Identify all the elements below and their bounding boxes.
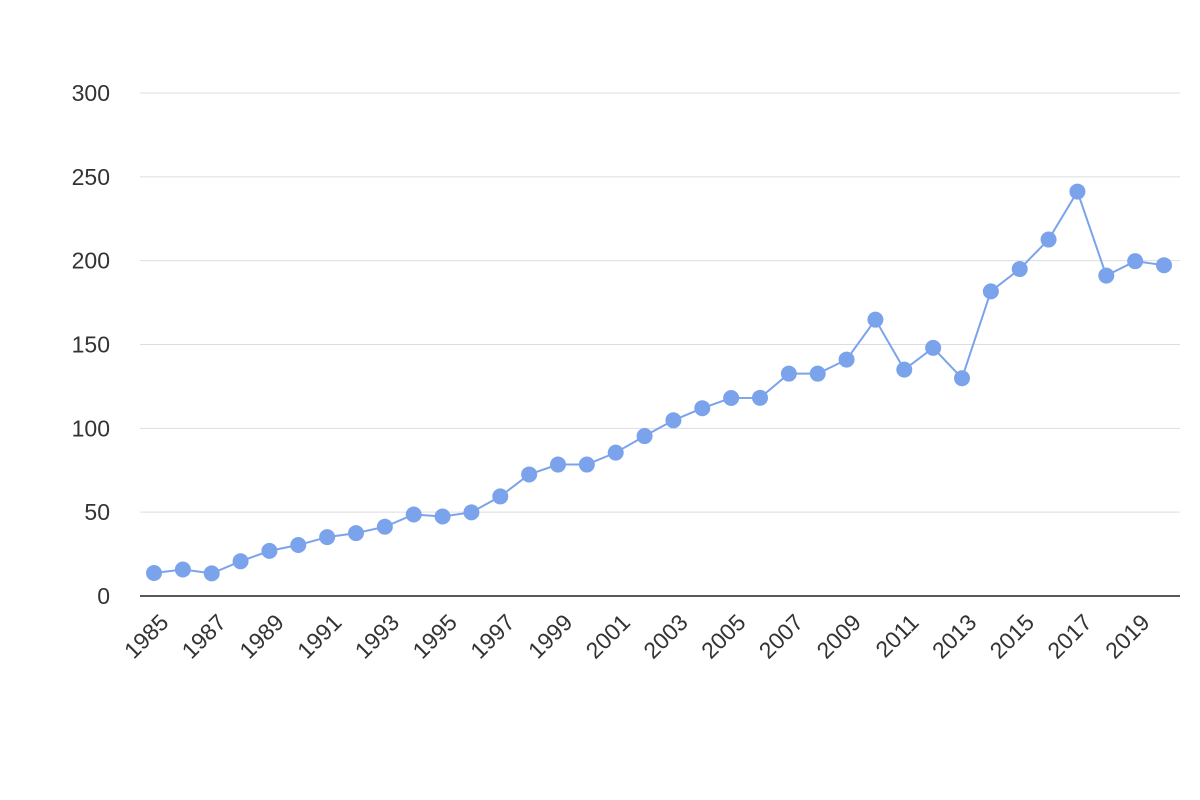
x-tick-label: 2001: [581, 609, 636, 664]
data-point: [232, 553, 249, 570]
x-tick-label: 1993: [350, 609, 405, 664]
data-point: [174, 561, 191, 578]
data-point: [521, 466, 538, 483]
data-point: [896, 361, 913, 378]
y-tick-label: 250: [72, 164, 110, 190]
x-tick-label: 2003: [638, 609, 693, 664]
data-point: [319, 529, 336, 546]
gridlines: [140, 92, 1180, 513]
data-point: [723, 389, 740, 406]
data-point: [1098, 267, 1115, 284]
x-tick-label: 2007: [754, 609, 809, 664]
data-point: [376, 518, 393, 535]
data-point: [982, 283, 999, 300]
data-point: [463, 504, 480, 521]
y-tick-label: 150: [72, 332, 110, 358]
x-axis-tick-labels: 1985 1987 1989 1991 1993 1995 1997 1999 2001 2003…: [119, 609, 1155, 664]
data-point: [405, 506, 422, 523]
x-tick-label: 2009: [811, 609, 866, 664]
x-tick-label: 1991: [292, 609, 347, 664]
y-tick-label: 200: [72, 248, 110, 274]
x-tick-label: 2017: [1042, 609, 1097, 664]
x-tick-label: 1985: [119, 609, 174, 664]
x-tick-label: 1997: [465, 609, 520, 664]
y-tick-label: 100: [72, 415, 110, 441]
data-point: [636, 428, 653, 445]
y-tick-label: 0: [97, 583, 110, 609]
data-point: [838, 351, 855, 368]
data-point: [954, 370, 970, 387]
data-point: [1040, 231, 1057, 248]
data-point: [492, 488, 509, 505]
x-tick-label: 1999: [523, 609, 578, 664]
data-point: [1011, 261, 1028, 278]
data-point: [925, 339, 942, 356]
data-point: [290, 537, 307, 554]
data-point: [694, 400, 711, 417]
data-point: [203, 565, 220, 582]
data-point: [809, 365, 826, 382]
series-line: [153, 189, 1165, 575]
data-point: [261, 542, 278, 559]
y-tick-label: 300: [72, 80, 110, 106]
y-tick-label: 50: [84, 499, 110, 525]
x-tick-label: 2011: [870, 609, 923, 662]
data-point: [1069, 183, 1086, 200]
x-tick-label: 2013: [927, 609, 982, 664]
x-tick-label: 2019: [1100, 609, 1155, 664]
data-point: [348, 525, 364, 542]
x-tick-label: 2005: [696, 609, 751, 664]
data-point: [1156, 257, 1172, 274]
data-point: [607, 444, 624, 461]
data-point: [665, 412, 682, 429]
x-tick-label: 1995: [407, 609, 462, 664]
data-point: [434, 508, 451, 525]
data-point: [752, 389, 768, 406]
series-points: [146, 183, 1172, 582]
x-tick-label: 1987: [177, 609, 232, 664]
data-point: [146, 565, 162, 582]
data-point: [1127, 253, 1144, 270]
data-point: [578, 456, 595, 473]
y-axis-tick-labels: 0 50 100 150 200 250 300: [72, 80, 110, 609]
x-tick-label: 1989: [234, 609, 289, 664]
x-tick-label: 2015: [985, 609, 1040, 664]
data-point: [780, 365, 797, 382]
data-point: [867, 311, 884, 328]
data-point: [550, 456, 566, 473]
